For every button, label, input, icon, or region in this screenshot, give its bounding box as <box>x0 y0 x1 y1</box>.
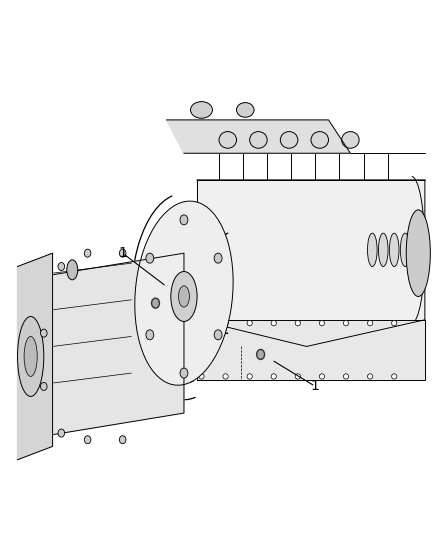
Ellipse shape <box>67 260 78 280</box>
Ellipse shape <box>367 233 377 266</box>
Polygon shape <box>18 253 53 459</box>
Ellipse shape <box>152 298 159 308</box>
Ellipse shape <box>180 215 188 225</box>
Ellipse shape <box>146 253 154 263</box>
Polygon shape <box>166 120 350 153</box>
Ellipse shape <box>18 317 44 397</box>
Ellipse shape <box>392 320 397 326</box>
Ellipse shape <box>223 374 228 379</box>
Polygon shape <box>197 320 425 379</box>
Ellipse shape <box>367 320 373 326</box>
Ellipse shape <box>389 233 399 266</box>
Ellipse shape <box>295 374 300 379</box>
Polygon shape <box>22 253 184 440</box>
Ellipse shape <box>171 271 197 321</box>
Ellipse shape <box>191 102 212 118</box>
Ellipse shape <box>41 383 47 390</box>
Ellipse shape <box>84 435 91 443</box>
Ellipse shape <box>406 210 430 296</box>
Ellipse shape <box>367 374 373 379</box>
Ellipse shape <box>343 320 349 326</box>
Polygon shape <box>197 180 425 346</box>
Ellipse shape <box>199 374 204 379</box>
Ellipse shape <box>135 201 233 385</box>
Ellipse shape <box>311 132 328 148</box>
Ellipse shape <box>119 435 126 443</box>
Ellipse shape <box>271 374 276 379</box>
Ellipse shape <box>84 249 91 257</box>
Ellipse shape <box>58 263 65 271</box>
Ellipse shape <box>342 132 359 148</box>
Ellipse shape <box>319 320 325 326</box>
Ellipse shape <box>295 320 300 326</box>
Ellipse shape <box>58 429 65 437</box>
Ellipse shape <box>223 320 228 326</box>
Ellipse shape <box>199 320 204 326</box>
Ellipse shape <box>24 336 37 376</box>
Ellipse shape <box>271 320 276 326</box>
Ellipse shape <box>250 132 267 148</box>
Ellipse shape <box>319 374 325 379</box>
Ellipse shape <box>214 253 222 263</box>
Ellipse shape <box>41 329 47 337</box>
Ellipse shape <box>214 330 222 340</box>
Text: 1: 1 <box>118 246 127 260</box>
Ellipse shape <box>180 368 188 378</box>
Ellipse shape <box>146 330 154 340</box>
Ellipse shape <box>247 320 252 326</box>
Ellipse shape <box>400 233 410 266</box>
Ellipse shape <box>280 132 298 148</box>
Ellipse shape <box>378 233 388 266</box>
Ellipse shape <box>257 350 265 359</box>
Ellipse shape <box>119 249 126 257</box>
Ellipse shape <box>247 374 252 379</box>
Ellipse shape <box>237 102 254 117</box>
Ellipse shape <box>178 286 189 307</box>
Ellipse shape <box>343 374 349 379</box>
Ellipse shape <box>219 132 237 148</box>
Ellipse shape <box>392 374 397 379</box>
Text: 1: 1 <box>311 379 320 393</box>
